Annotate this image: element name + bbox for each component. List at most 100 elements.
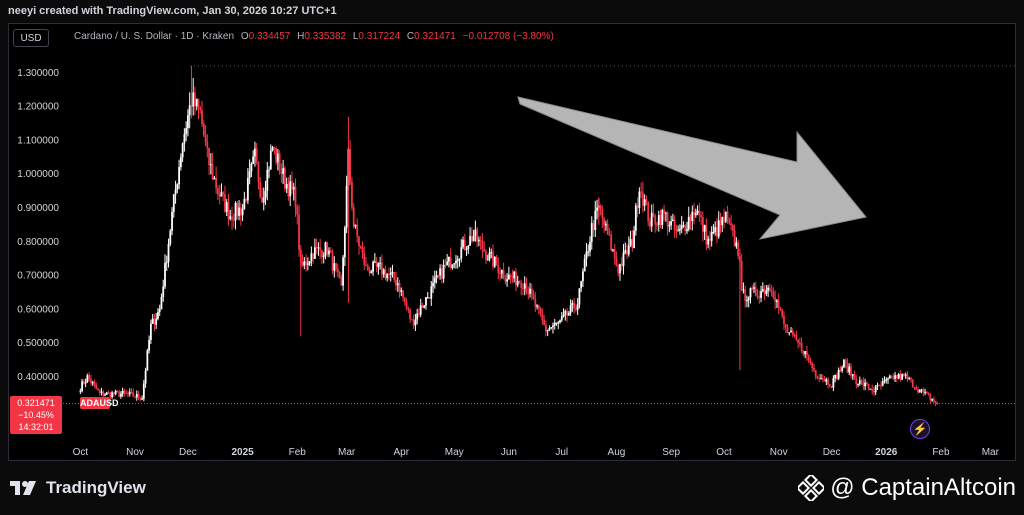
candle-body [419, 305, 422, 315]
candle-body [768, 287, 771, 291]
x-tick-label: Jun [501, 447, 517, 458]
candle-body [804, 351, 807, 355]
candle-body [613, 249, 616, 259]
candle-body [855, 378, 858, 385]
candle-body [703, 225, 706, 232]
x-tick-label: Oct [716, 447, 732, 458]
candle-body [250, 163, 253, 172]
candle-body [701, 217, 704, 232]
candle-body [929, 394, 932, 401]
candle-body [888, 375, 891, 379]
candle-body [684, 225, 687, 232]
candle-body [402, 290, 404, 298]
candle-body [740, 261, 743, 291]
candle-body [472, 235, 475, 242]
candle-body [151, 318, 154, 324]
candle-body [529, 288, 531, 294]
x-tick-label: Feb [932, 447, 950, 458]
candle-body [604, 223, 607, 226]
candle-body [784, 324, 787, 328]
candle-body [254, 148, 256, 157]
candle-body [723, 217, 725, 222]
candle-body [481, 240, 484, 250]
candle-body [317, 247, 320, 249]
candle-body [843, 359, 845, 368]
candle-body [123, 390, 126, 393]
candle-body [864, 382, 867, 387]
candle-body [384, 269, 387, 279]
candle-body [767, 287, 770, 291]
candle-body [846, 363, 849, 373]
candle-body [407, 307, 410, 310]
candle-body [440, 268, 443, 279]
candle-body [539, 308, 542, 315]
candle-body [910, 378, 912, 380]
candle-body [88, 375, 91, 380]
candle-body [266, 170, 269, 191]
candle-body [606, 223, 609, 235]
candle-body [936, 402, 939, 404]
candle-body [211, 164, 214, 180]
candle-body [294, 186, 297, 207]
candle-body [403, 297, 406, 302]
symbol-tag: ADAUSD [80, 397, 119, 409]
candle-body [550, 327, 553, 329]
candle-body [515, 271, 517, 286]
candle-body [636, 205, 639, 209]
candle-body [668, 225, 671, 227]
candle-body [358, 236, 360, 247]
candle-body [594, 210, 597, 231]
watermark-text: @ CaptainAltcoin [830, 474, 1016, 501]
x-tick-label: Oct [73, 447, 89, 458]
candle-body [612, 249, 614, 251]
y-tick-label: 1.200000 [17, 102, 59, 113]
candle-body [107, 392, 110, 394]
candle-body [511, 276, 514, 279]
candle-body [654, 216, 657, 225]
candle-body [342, 257, 345, 286]
candle-body [707, 238, 710, 245]
candle-body [453, 263, 456, 265]
candle-body [467, 245, 470, 249]
candle-body [463, 239, 466, 250]
candle-body [451, 264, 454, 268]
candle-body [149, 323, 152, 340]
candle-body [246, 177, 249, 201]
candle-body [546, 329, 549, 332]
candle-body [608, 234, 611, 236]
currency-button[interactable]: USD [13, 29, 49, 47]
candle-body [835, 374, 838, 379]
candle-body [603, 218, 606, 226]
candle-body [134, 396, 136, 398]
candle-body [125, 392, 128, 394]
candle-body [105, 392, 108, 395]
candle-body [312, 253, 315, 259]
candle-body [455, 260, 457, 264]
candle-body [227, 202, 230, 219]
candle-body [144, 370, 147, 384]
candle-body [749, 288, 752, 298]
candle-body [925, 391, 928, 394]
candle-body [806, 351, 808, 356]
candle-body [264, 190, 267, 198]
candle-body [368, 269, 371, 274]
candle-body [499, 272, 501, 274]
candle-body [229, 216, 232, 219]
candle-body [116, 390, 119, 392]
x-tick-label: Mar [982, 447, 1000, 458]
candle-body [410, 319, 413, 321]
candle-body [269, 150, 272, 170]
y-tick-label: 0.800000 [17, 237, 59, 248]
candle-body [409, 309, 412, 320]
candle-body [285, 183, 288, 189]
candle-body [832, 378, 835, 388]
lightning-icon[interactable]: ⚡ [910, 419, 930, 439]
candle-body [328, 250, 330, 255]
candle-body [857, 383, 859, 385]
candle-body [373, 261, 376, 263]
candle-body [809, 360, 812, 364]
candle-body [243, 198, 246, 209]
candle-body [179, 157, 182, 168]
candle-body [610, 235, 613, 251]
